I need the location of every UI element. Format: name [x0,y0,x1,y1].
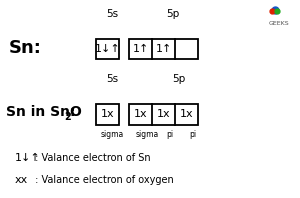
Bar [96,39,119,59]
Text: xx: xx [15,175,28,185]
Text: GEEKS: GEEKS [269,21,289,26]
Text: 1x: 1x [101,109,114,119]
Text: 1x: 1x [180,109,194,119]
Text: sigma: sigma [135,130,159,139]
Text: pi: pi [189,130,197,139]
Text: 5p: 5p [166,9,179,19]
Text: 1↑: 1↑ [155,44,172,54]
Text: pi: pi [167,130,174,139]
Text: 1↑: 1↑ [132,44,149,54]
Text: 1↓↑: 1↓↑ [95,44,120,54]
Text: 1x: 1x [157,109,170,119]
Text: : Valance electron of Sn: : Valance electron of Sn [32,153,150,163]
Text: 5s: 5s [106,9,119,19]
Bar [96,104,119,125]
Text: 2: 2 [64,112,71,122]
Text: 5s: 5s [106,74,119,84]
Text: Sn:: Sn: [9,39,42,56]
Text: sigma: sigma [101,130,124,139]
Text: 5p: 5p [172,74,185,84]
Text: :: : [69,105,75,119]
Text: Sn in SnO: Sn in SnO [6,105,82,119]
Bar [129,39,198,59]
Text: 1↓↑: 1↓↑ [15,153,41,163]
Bar [129,104,198,125]
Text: : Valance electron of oxygen: : Valance electron of oxygen [32,175,173,185]
Text: 1x: 1x [134,109,147,119]
